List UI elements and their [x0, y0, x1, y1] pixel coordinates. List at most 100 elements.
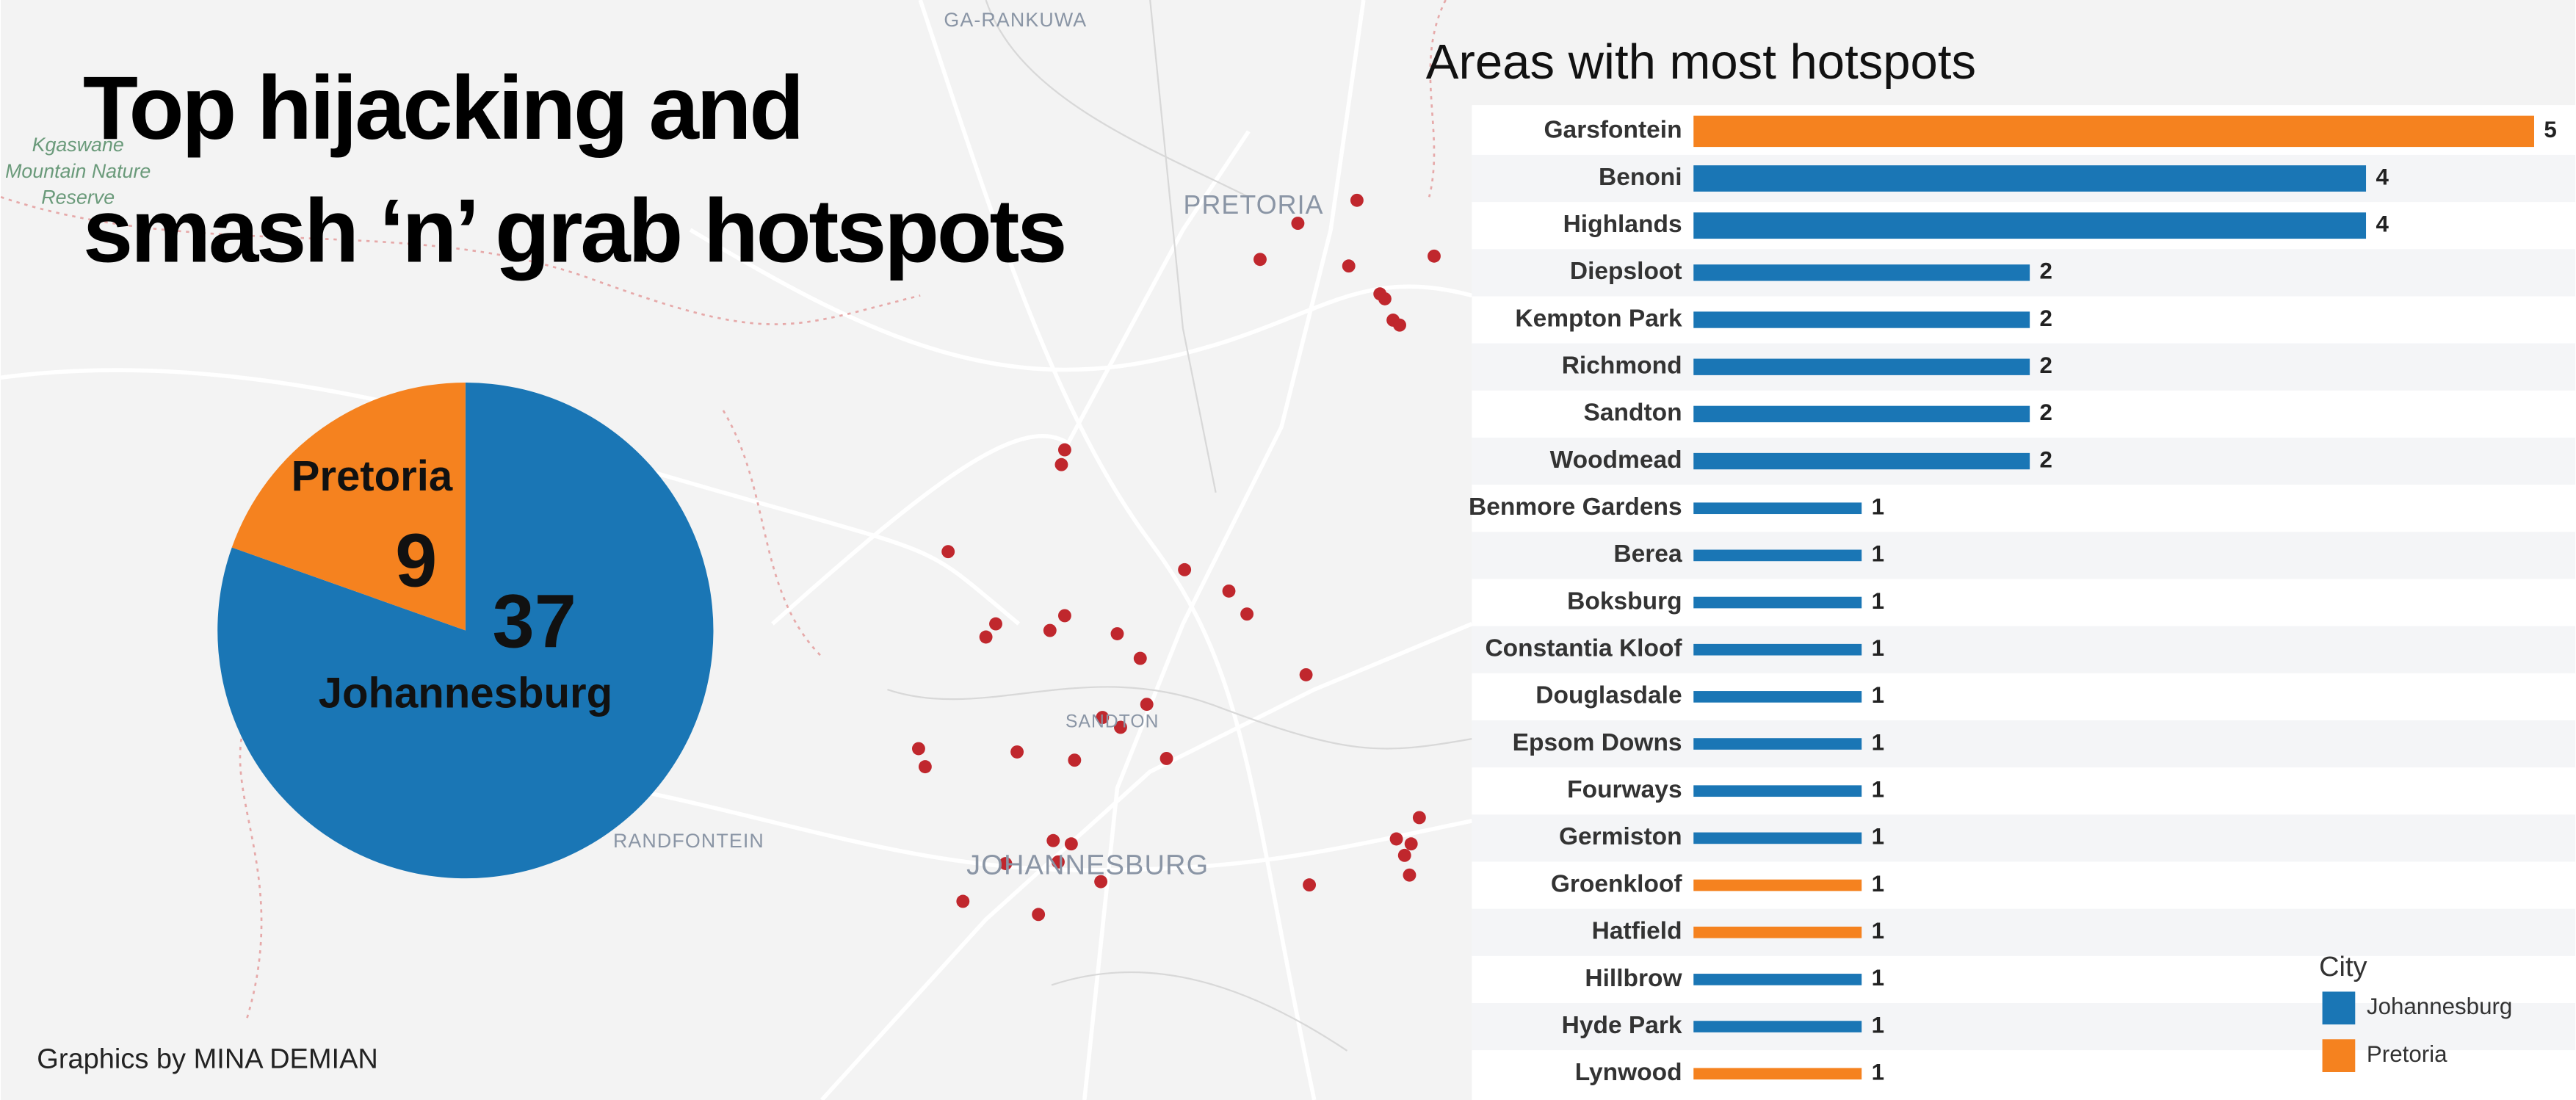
row-band — [1472, 814, 2575, 862]
bar-chart: Garsfontein Benoni Highlands Diepsloot Kempt… — [1469, 115, 2575, 1086]
category-label: Fourways — [1567, 776, 1682, 803]
reserve-label: Kgaswane — [32, 134, 124, 156]
hotspot-dot — [1303, 878, 1317, 892]
row-band — [1472, 908, 2575, 956]
credit: Graphics by MINA DEMIAN — [37, 1043, 378, 1074]
pie-chart: Pretoria 9 Johannesburg 37 — [217, 382, 714, 879]
hotspot-dot — [1240, 607, 1254, 621]
bar — [1693, 311, 2030, 328]
category-label: Boksburg — [1567, 587, 1682, 615]
border — [1428, 0, 1447, 198]
bar — [1693, 1021, 1862, 1032]
title-line: smash ‘n’ grab hotspots — [83, 181, 1065, 282]
category-label: Benmore Gardens — [1469, 493, 1682, 521]
bar-value-label: 2 — [2040, 305, 2052, 331]
category-label: Douglasdale — [1535, 682, 1682, 709]
hotspot-dot — [941, 545, 955, 559]
bar — [1693, 264, 2030, 281]
place-label: SANDTON — [1066, 712, 1159, 731]
bar-value-label: 2 — [2040, 258, 2052, 284]
category-label: Hatfield — [1592, 918, 1682, 945]
hotspot-dot — [1389, 832, 1403, 846]
legend-swatch — [2322, 1039, 2356, 1072]
bar-value-label: 1 — [1872, 1012, 1884, 1038]
bar-value-label: 1 — [1872, 965, 1884, 991]
hotspot-dot — [1378, 292, 1392, 305]
category-label: Hyde Park — [1562, 1012, 1682, 1039]
road — [887, 686, 1472, 750]
bar-value-label: 1 — [1872, 635, 1884, 661]
legend-label: Pretoria — [2367, 1041, 2447, 1067]
row-band — [1472, 1002, 2575, 1051]
bar — [1693, 212, 2367, 239]
category-label: Garsfontein — [1544, 117, 1682, 144]
bar — [1693, 358, 2030, 375]
place-label: PRETORIA — [1183, 190, 1323, 220]
reserve-label: Mountain Nature — [5, 160, 151, 182]
hotspot-dot — [1412, 811, 1426, 825]
bar-value-label: 4 — [2376, 211, 2389, 236]
bar-value-label: 2 — [2040, 352, 2052, 378]
bar-value-label: 1 — [1872, 918, 1884, 944]
bar-value-label: 2 — [2040, 446, 2052, 472]
category-label: Constantia Kloof — [1485, 635, 1682, 662]
map-roads — [0, 0, 1473, 1100]
hotspot-dot — [1052, 855, 1065, 869]
category-label: Hillbrow — [1585, 965, 1682, 992]
road — [1082, 0, 1366, 1100]
bar — [1693, 974, 1862, 985]
hotspot-dot — [1397, 848, 1411, 862]
bar — [1693, 165, 2367, 192]
road — [771, 130, 1251, 626]
category-label: Lynwood — [1575, 1059, 1682, 1086]
bar-value-label: 1 — [1872, 871, 1884, 897]
bar-value-label: 1 — [1872, 682, 1884, 708]
hotspot-dot — [999, 857, 1013, 870]
category-label: Germiston — [1559, 823, 1682, 850]
place-label: JOHANNESBURG — [966, 850, 1209, 881]
hotspot-dot — [1057, 443, 1071, 457]
legend-title: City — [2319, 952, 2367, 983]
place-label: RANDFONTEIN — [613, 830, 764, 852]
category-label: Benoni — [1599, 164, 1682, 191]
bar-value-label: 1 — [1872, 776, 1884, 802]
hotspot-dot — [979, 630, 993, 644]
hotspot-dot — [1299, 667, 1313, 681]
hotspot-dot — [1403, 868, 1417, 882]
category-label: Diepsloot — [1570, 258, 1682, 285]
pie-value-label: 37 — [493, 579, 576, 663]
hotspot-dot — [1253, 253, 1267, 267]
bar — [1693, 738, 1862, 750]
category-label: Epsom Downs — [1513, 729, 1682, 756]
hotspot-dot — [1096, 711, 1110, 724]
map-minor-roads — [887, 0, 1472, 1052]
bar — [1693, 785, 1862, 797]
hotspot-dot — [989, 617, 1002, 631]
bar-value-label: 1 — [1872, 493, 1884, 519]
hotspot-dot — [1057, 609, 1071, 623]
row-band — [1472, 532, 2575, 579]
hotspot-dot — [1043, 623, 1057, 637]
hotspot-dot — [1393, 318, 1406, 332]
hotspot-dot — [1159, 752, 1173, 765]
hotspot-dot — [1404, 837, 1418, 851]
bar-chart-title: Areas with most hotspots — [1426, 35, 1976, 90]
bar — [1693, 643, 1862, 656]
hotspot-dot — [1133, 651, 1147, 665]
bar-value-label: 1 — [1872, 824, 1884, 850]
hotspot-dot — [1114, 720, 1127, 734]
hotspot-dot — [1350, 193, 1364, 207]
bar-value-label: 1 — [1872, 1059, 1884, 1085]
pie-slice — [231, 382, 466, 631]
bar — [1693, 502, 1862, 515]
pie-category-label: Pretoria — [292, 452, 453, 500]
hotspot-dot — [956, 894, 970, 908]
hotspot-dot — [1110, 627, 1124, 640]
hotspot-dot — [1291, 217, 1305, 231]
hotspot-dot — [1178, 562, 1192, 576]
bar — [1693, 691, 1862, 703]
bar — [1693, 596, 1862, 609]
bar — [1693, 405, 2030, 423]
category-label: Berea — [1613, 540, 1682, 568]
